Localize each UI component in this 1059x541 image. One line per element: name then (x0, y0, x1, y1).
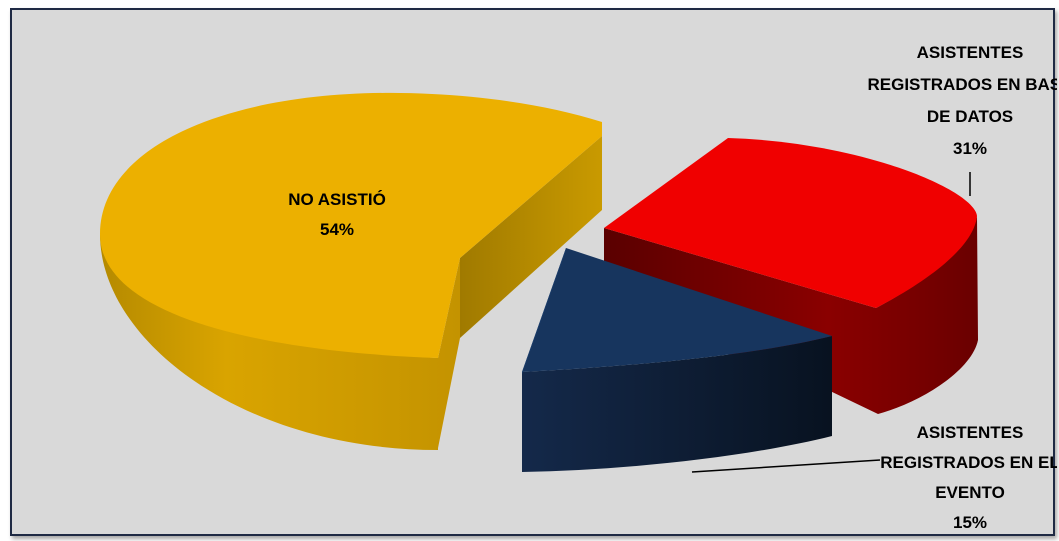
slice-base-datos-side (604, 216, 978, 414)
slice-no-asistio-cut (460, 136, 602, 338)
slice-evento (522, 248, 832, 472)
slice-evento-side (522, 336, 832, 472)
slice-evento-top (522, 248, 832, 372)
slice-no-asistio-top (100, 92, 602, 358)
label-base-datos-pct: 31% (953, 139, 987, 158)
pie-chart: NO ASISTIÓ 54% ASISTENTES REGISTRADOS EN… (100, 43, 1057, 532)
label-base-datos-line-1: ASISTENTES (917, 43, 1024, 62)
slice-base-datos (604, 138, 978, 414)
slice-evento-cut (522, 248, 566, 374)
label-evento-line-3: EVENTO (935, 483, 1005, 502)
label-no-asistio-pct: 54% (320, 220, 354, 239)
label-base-datos: ASISTENTES REGISTRADOS EN BASE DE DATOS … (868, 43, 1057, 158)
label-evento: ASISTENTES REGISTRADOS EN EL EVENTO 15% (880, 423, 1057, 532)
leader-line-evento (691, 459, 881, 473)
label-base-datos-line-2: REGISTRADOS EN BASE (868, 75, 1057, 94)
label-base-datos-line-3: DE DATOS (927, 107, 1013, 126)
chart-area: NO ASISTIÓ 54% ASISTENTES REGISTRADOS EN… (10, 8, 1057, 536)
label-no-asistio-line-1: NO ASISTIÓ (288, 190, 386, 209)
label-evento-line-2: REGISTRADOS EN EL (880, 453, 1057, 472)
label-evento-pct: 15% (953, 513, 987, 532)
slice-no-asistio (100, 92, 602, 450)
label-evento-line-1: ASISTENTES (917, 423, 1024, 442)
slice-base-datos-top (604, 138, 977, 308)
label-no-asistio: NO ASISTIÓ 54% (288, 190, 386, 239)
